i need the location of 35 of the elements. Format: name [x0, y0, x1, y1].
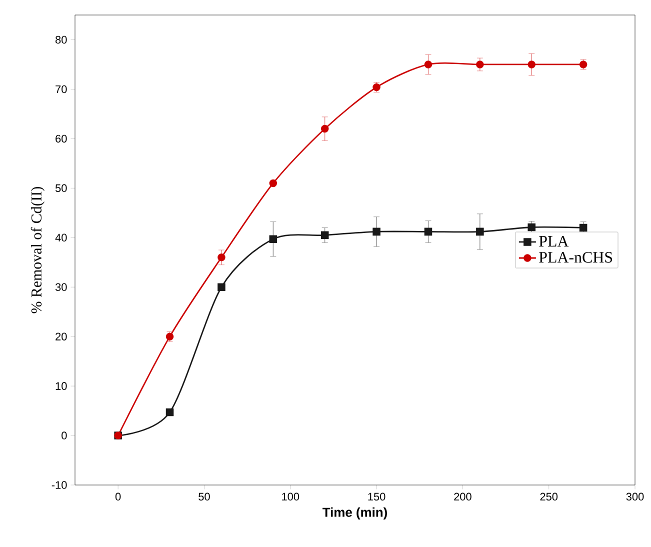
point	[218, 283, 226, 291]
x-tick-label: 300	[626, 492, 644, 501]
y-tick-label: 30	[55, 283, 67, 291]
point	[372, 228, 380, 236]
y-tick-label: 0	[62, 432, 67, 440]
y-tick-label: 10	[56, 382, 67, 390]
x-tick-label: 0	[115, 492, 121, 501]
y-tick-label: 40	[55, 234, 67, 242]
x-tick-label: 50	[198, 492, 210, 501]
y-tick-label: 60	[56, 134, 67, 143]
point	[424, 60, 432, 68]
point	[528, 223, 536, 232]
point	[320, 231, 329, 240]
y-tick-label: 50	[55, 184, 67, 192]
y-axis-title: % Removal of Cd(II)	[30, 186, 45, 314]
y-tick-label: -10	[52, 481, 67, 489]
y-tick-label: 80	[56, 36, 67, 44]
x-tick-label: 250	[540, 492, 558, 501]
x-tick-label: 100	[282, 492, 300, 501]
point	[218, 254, 226, 262]
point	[528, 60, 536, 68]
legend-label: PLA-nCHS	[539, 252, 612, 263]
legend-label: PLA	[539, 236, 569, 246]
point	[476, 60, 484, 68]
point	[269, 235, 278, 244]
point	[320, 124, 329, 133]
y-tick-label: 70	[56, 85, 67, 94]
x-tick-label: 200	[454, 492, 472, 501]
point	[476, 228, 484, 236]
x-tick-label: 150	[368, 492, 386, 501]
point	[424, 228, 432, 236]
point	[166, 408, 174, 416]
point	[579, 224, 588, 232]
x-axis-title: Time (min)	[322, 507, 387, 520]
y-tick-label: 20	[56, 332, 67, 340]
